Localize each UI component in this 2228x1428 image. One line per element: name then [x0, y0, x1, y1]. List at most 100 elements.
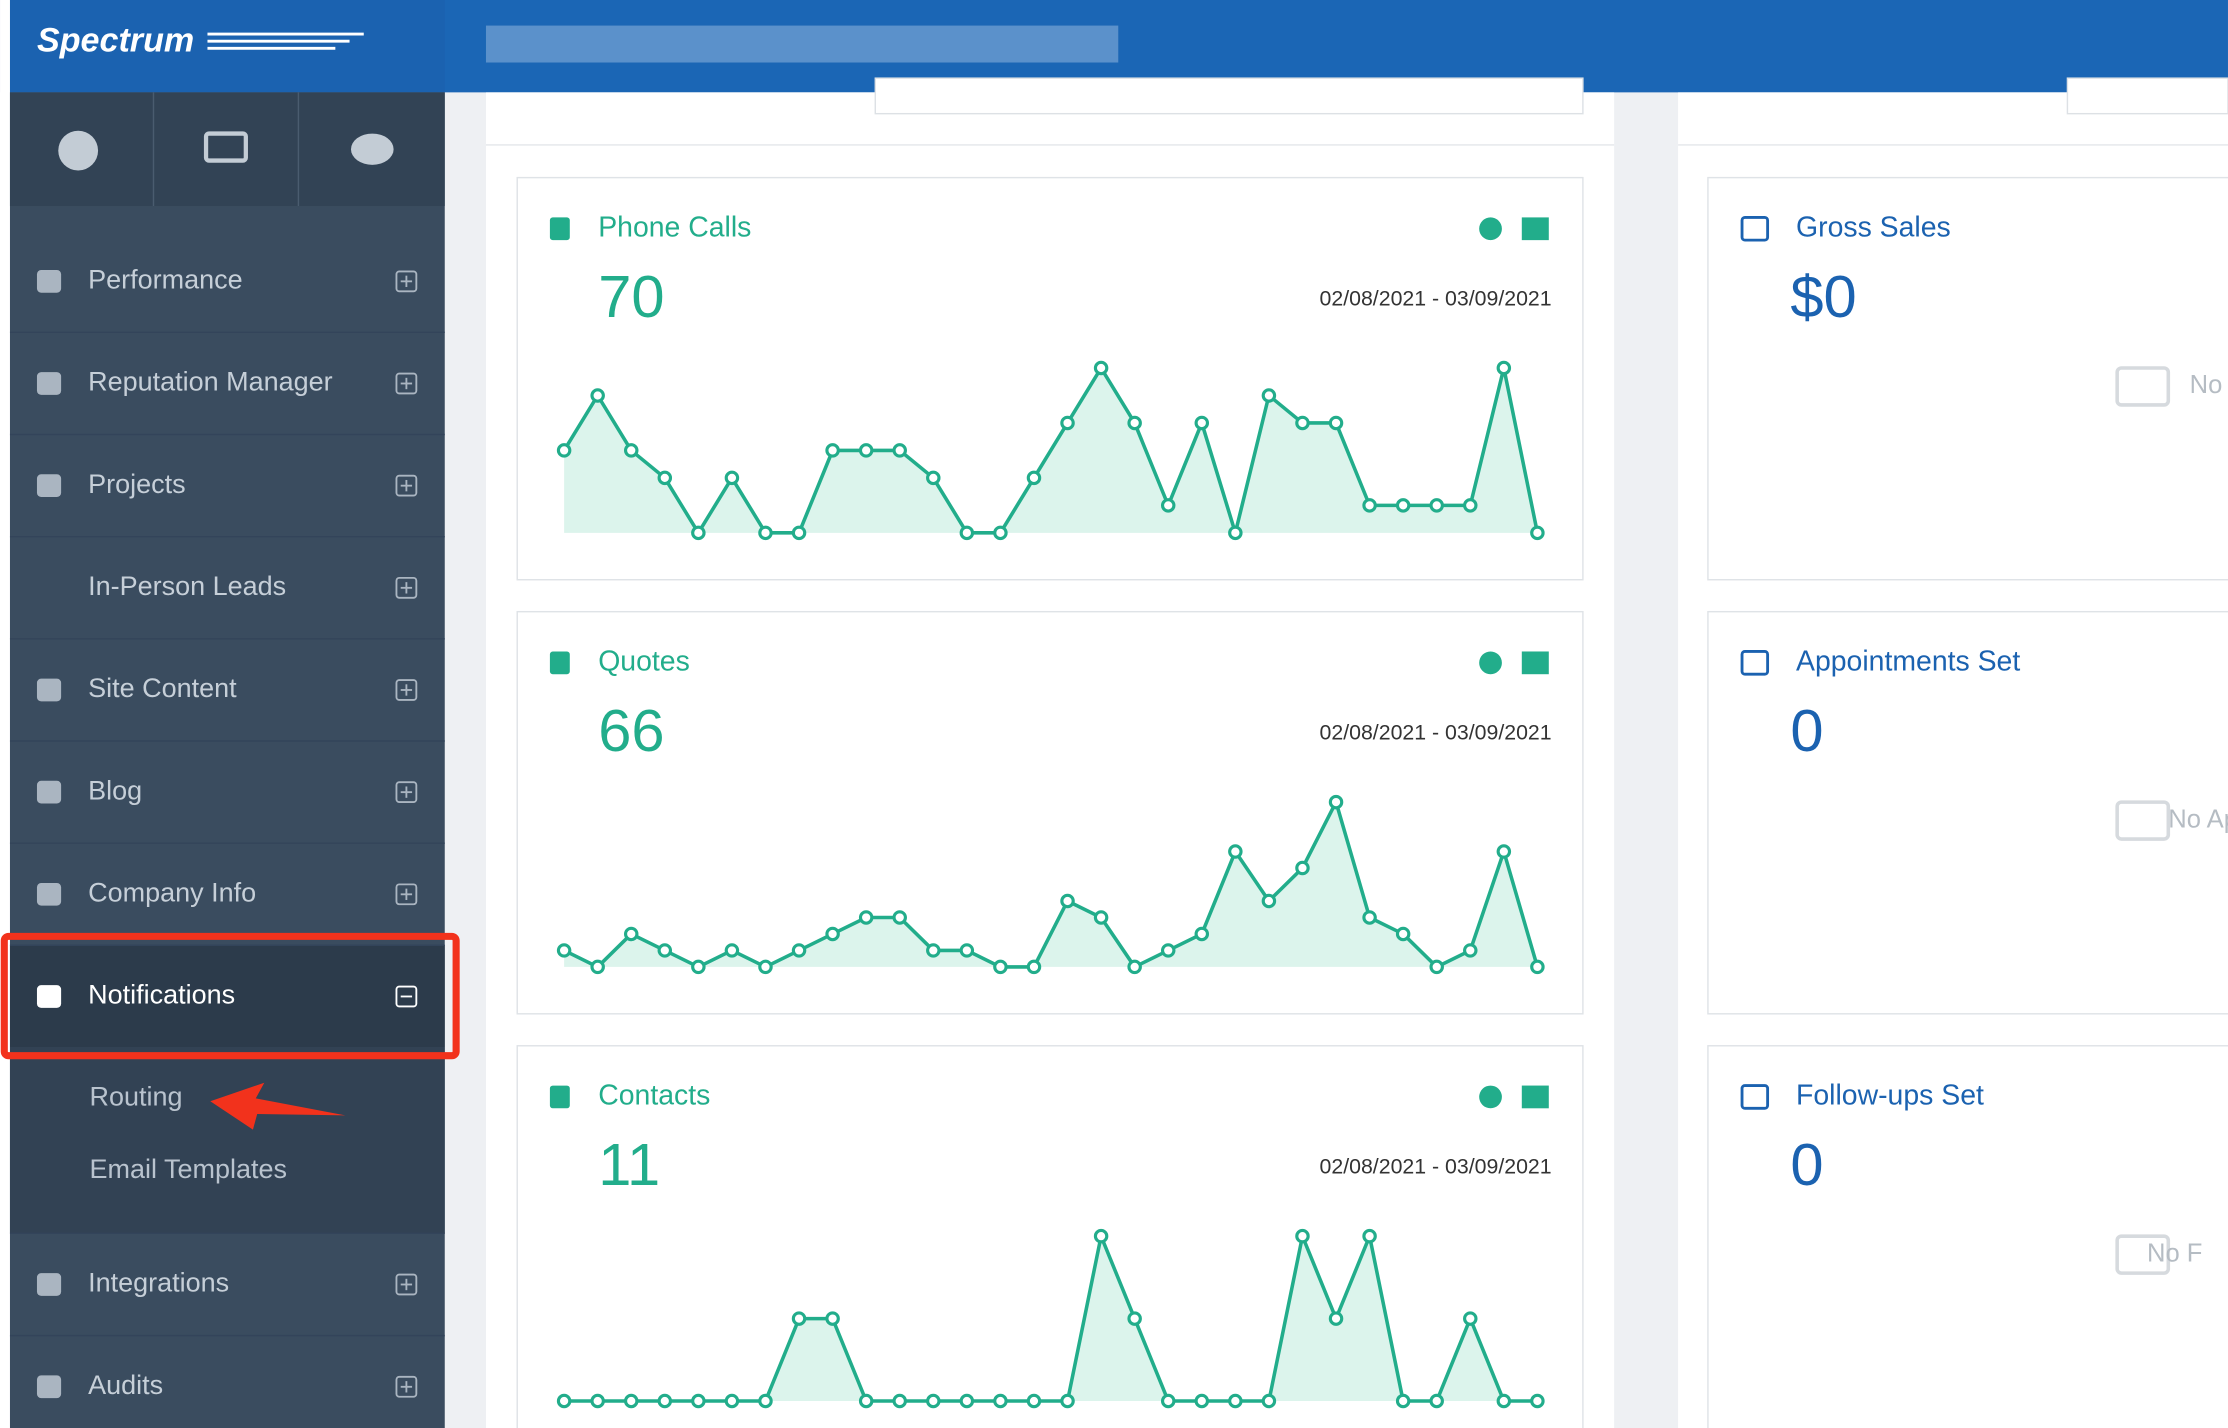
data-point — [691, 959, 706, 975]
card-total: 11 — [598, 1131, 660, 1198]
display-tab[interactable] — [203, 131, 248, 163]
card-icon — [549, 1085, 570, 1109]
menu-item[interactable]: Notifications — [88, 980, 235, 1010]
data-point — [1261, 1393, 1277, 1409]
data-point — [825, 443, 840, 458]
date-controls[interactable] — [2066, 77, 2228, 115]
data-point — [1362, 498, 1377, 513]
data-point — [1395, 498, 1411, 513]
card-title[interactable]: Gross Sales — [1796, 211, 1951, 243]
expand-toggle[interactable] — [395, 883, 418, 906]
data-point — [1328, 415, 1344, 431]
expand-toggle[interactable] — [395, 781, 418, 804]
highlight-box — [0, 932, 460, 1060]
data-point — [1295, 415, 1310, 431]
expand-toggle[interactable] — [395, 1273, 418, 1296]
menu-item[interactable]: Performance — [88, 264, 242, 294]
data-point — [657, 1393, 673, 1409]
data-point — [1295, 860, 1310, 876]
expand-toggle[interactable] — [395, 679, 418, 701]
data-point — [993, 959, 1008, 975]
menu-item[interactable]: Projects — [88, 469, 185, 499]
data-point — [892, 910, 907, 925]
menu-item[interactable]: Blog — [88, 775, 142, 805]
sparkline-area — [564, 1236, 1538, 1402]
expand-toggle[interactable] — [395, 474, 418, 497]
expand-toggle[interactable] — [395, 270, 418, 293]
data-point — [1060, 893, 1075, 909]
card-value: 0 — [1790, 697, 1823, 764]
list-icon[interactable] — [1521, 1085, 1549, 1109]
card-title[interactable]: Follow-ups Set — [1796, 1079, 1984, 1111]
empty-icon — [2115, 366, 2171, 407]
logo[interactable]: Spectrum — [37, 22, 194, 60]
empty-text: No — [2190, 371, 2223, 399]
submenu-item[interactable]: Email Templates — [90, 1154, 287, 1184]
data-point — [1496, 844, 1512, 859]
data-point — [1060, 1393, 1075, 1409]
data-point — [1429, 498, 1444, 513]
data-point — [1160, 1393, 1176, 1409]
data-point — [657, 943, 673, 958]
expand-toggle[interactable] — [395, 576, 418, 599]
data-point — [858, 443, 874, 458]
data-point — [1060, 415, 1075, 431]
data-point — [1127, 1311, 1142, 1326]
data-point — [556, 443, 572, 458]
card-title[interactable]: Appointments Set — [1796, 645, 2020, 677]
data-point — [1463, 498, 1478, 513]
data-point — [1362, 910, 1377, 925]
submenu-item[interactable]: Routing — [90, 1081, 183, 1111]
date-controls[interactable] — [874, 77, 1584, 115]
card-icon — [1740, 650, 1770, 676]
help-icon[interactable] — [1479, 651, 1502, 675]
card-title[interactable]: Quotes — [598, 645, 690, 677]
data-point — [657, 470, 673, 486]
help-icon[interactable] — [1479, 217, 1502, 241]
data-point — [1194, 926, 1210, 942]
data-point — [858, 910, 874, 925]
card-icon — [549, 651, 570, 675]
data-point — [993, 1393, 1008, 1409]
chat-tab[interactable] — [350, 133, 394, 165]
date-range: 02/08/2021 - 03/09/2021 — [1320, 286, 1552, 310]
data-point — [892, 443, 907, 458]
menu-item[interactable]: Reputation Manager — [88, 367, 333, 397]
data-point — [1530, 959, 1545, 975]
help-icon[interactable] — [1479, 1085, 1502, 1109]
data-point — [1328, 1311, 1344, 1326]
expand-toggle[interactable] — [395, 372, 418, 395]
menu-item[interactable]: Integrations — [88, 1268, 229, 1298]
data-point — [1395, 926, 1411, 942]
expand-toggle[interactable] — [395, 1375, 418, 1398]
metric-card — [1707, 176, 2228, 581]
menu-item[interactable]: Site Content — [88, 673, 237, 703]
menu-icon — [36, 1273, 62, 1296]
menu-icon — [36, 985, 62, 1008]
data-point — [1530, 525, 1545, 541]
menu-icon — [36, 882, 62, 906]
sparkline-area — [564, 802, 1538, 967]
data-point — [691, 525, 706, 541]
expand-toggle[interactable] — [395, 985, 418, 1008]
menu-item[interactable]: Company Info — [88, 877, 256, 907]
data-point — [791, 943, 807, 958]
empty-text: No App — [2168, 805, 2228, 833]
data-point — [1026, 959, 1042, 975]
data-point — [590, 388, 605, 403]
menu-icon — [36, 780, 62, 804]
list-icon[interactable] — [1521, 217, 1549, 241]
list-icon[interactable] — [1521, 651, 1549, 675]
card-icon — [1740, 215, 1770, 242]
card-title[interactable]: Contacts — [598, 1079, 710, 1111]
dashboard-tab[interactable] — [58, 130, 99, 171]
card-value: 0 — [1790, 1131, 1823, 1198]
data-point — [1160, 498, 1176, 513]
menu-item[interactable]: Audits — [88, 1370, 163, 1400]
menu-icon — [36, 678, 62, 702]
menu-item[interactable]: In-Person Leads — [88, 571, 286, 601]
data-point — [724, 470, 740, 486]
active-item-bg — [9, 944, 445, 1048]
card-title[interactable]: Phone Calls — [598, 211, 751, 243]
data-point — [1127, 415, 1142, 431]
